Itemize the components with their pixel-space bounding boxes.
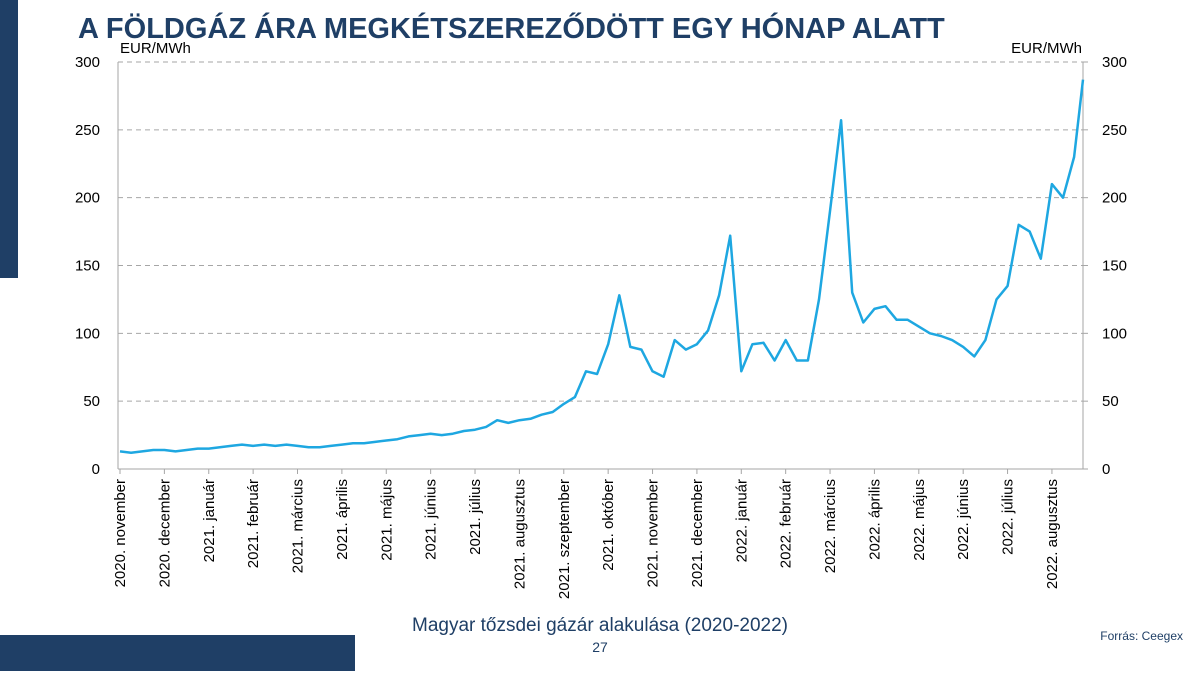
x-tick-label: 2022. február (778, 479, 795, 568)
y2-tick-label: 300 (1102, 54, 1127, 71)
y-axis-label: EUR/MWh (120, 40, 191, 57)
x-tick-label: 2022. január (733, 479, 750, 562)
y2-tick-label: 250 (1102, 122, 1127, 139)
y-tick-label: 200 (75, 190, 100, 207)
y2-tick-label: 200 (1102, 190, 1127, 207)
x-tick-label: 2021. október (600, 479, 617, 571)
x-tick-label: 2021. szeptember (556, 479, 573, 599)
y-tick-label: 300 (75, 54, 100, 71)
x-tick-label: 2020. december (156, 479, 173, 587)
y2-tick-label: 150 (1102, 258, 1127, 275)
source: Forrás: Ceegex (1100, 629, 1183, 643)
x-tick-label: 2021. február (245, 479, 262, 568)
x-tick-label: 2022. március (822, 479, 839, 573)
x-tick-label: 2022. június (955, 479, 972, 560)
side-bar (0, 0, 18, 278)
x-tick-label: 2021. november (645, 479, 662, 587)
x-tick-label: 2021. augusztus (511, 479, 528, 589)
page-number: 27 (592, 639, 608, 655)
y-tick-label: 150 (75, 258, 100, 275)
x-tick-label: 2021. május (378, 479, 395, 561)
x-tick-label: 2020. november (112, 479, 129, 587)
x-tick-label: 2022. augusztus (1044, 479, 1061, 589)
y2-axis-label: EUR/MWh (1011, 40, 1082, 57)
x-tick-label: 2021. június (423, 479, 440, 560)
bottom-bar (0, 635, 355, 671)
y-tick-label: 250 (75, 122, 100, 139)
y-tick-label: 50 (83, 393, 100, 410)
y2-tick-label: 50 (1102, 393, 1119, 410)
x-tick-label: 2022. július (1000, 479, 1017, 555)
y2-tick-label: 100 (1102, 325, 1127, 342)
x-tick-label: 2021. január (201, 479, 218, 562)
x-tick-label: 2022. április (866, 479, 883, 560)
x-tick-label: 2022. május (911, 479, 928, 561)
y-tick-label: 0 (92, 461, 100, 478)
y-tick-label: 100 (75, 325, 100, 342)
series-line (119, 79, 1085, 454)
chart-caption: Magyar tőzsdei gázár alakulása (2020-202… (412, 615, 788, 636)
x-tick-label: 2021. július (467, 479, 484, 555)
x-tick-label: 2021. december (689, 479, 706, 587)
chart-title: A FÖLDGÁZ ÁRA MEGKÉTSZEREZŐDÖTT EGY HÓNA… (78, 11, 945, 45)
x-tick-label: 2021. március (290, 479, 307, 573)
y2-tick-label: 0 (1102, 461, 1110, 478)
x-tick-label: 2021. április (334, 479, 351, 560)
